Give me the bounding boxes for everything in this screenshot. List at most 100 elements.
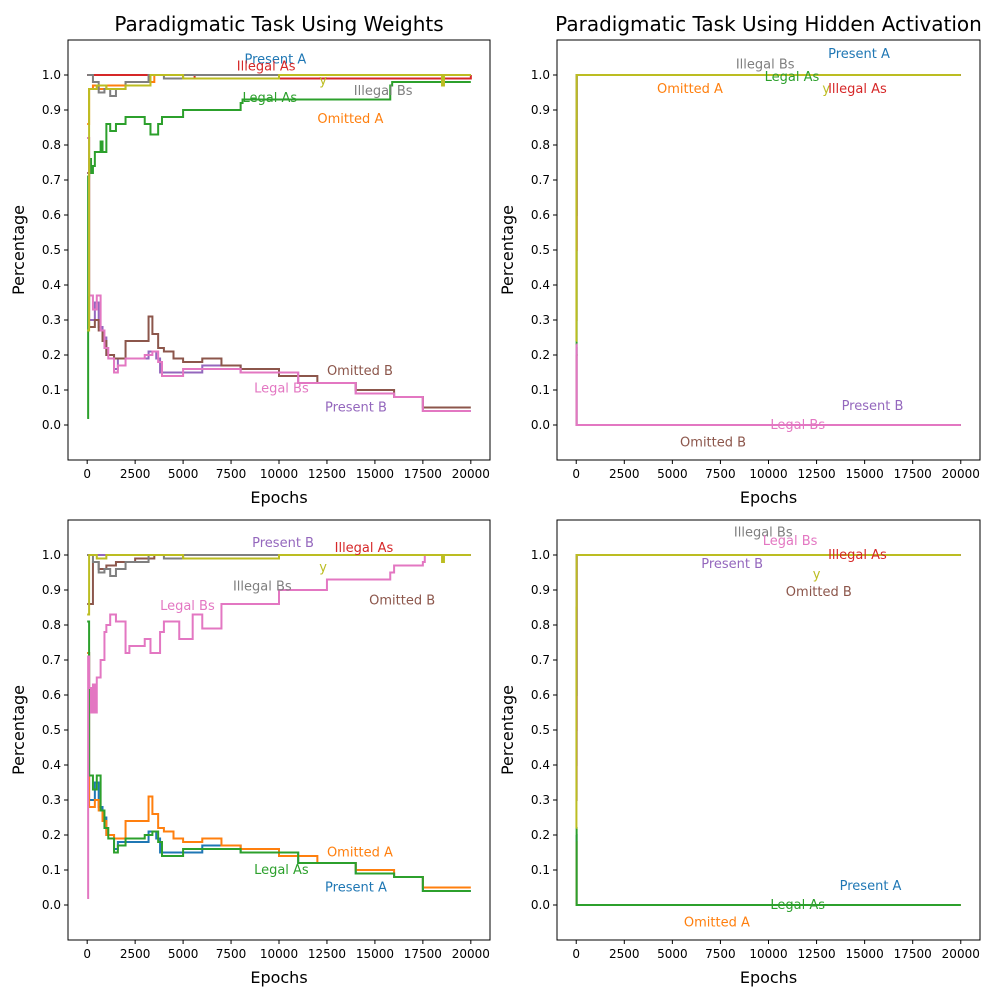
series-line-legal-bs (87, 554, 471, 899)
annotation-legal-as: Legal As (243, 91, 298, 106)
series-line-legal-as (575, 827, 961, 906)
series-line-y (87, 74, 471, 332)
y-tick-label: 0.3 (42, 793, 61, 807)
series-group (87, 554, 471, 899)
series-line-present-a (575, 74, 961, 216)
y-tick-label: 0.8 (42, 138, 61, 152)
y-tick-label: 1.0 (42, 548, 61, 562)
annotation-illegal-bs: Illegal Bs (354, 84, 413, 99)
y-tick-label: 0.5 (531, 723, 550, 737)
x-tick-label: 20000 (942, 467, 980, 481)
x-tick-label: 12500 (308, 947, 346, 961)
panel-title: Paradigmatic Task Using Weights (114, 12, 443, 36)
plot-frame (556, 39, 981, 461)
annotation-illegal-bs: Illegal Bs (233, 580, 292, 595)
annotation-present-a: Present A (244, 52, 306, 67)
x-tick-label: 12500 (797, 947, 835, 961)
series-line-legal-as (87, 620, 471, 892)
series-line-omitted-b (575, 554, 961, 801)
x-tick-label: 2500 (120, 467, 151, 481)
x-tick-label: 0 (83, 467, 91, 481)
series-line-illegal-bs (575, 554, 961, 696)
x-tick-label: 15000 (846, 947, 884, 961)
annotation-present-a: Present A (828, 47, 890, 62)
x-tick-label: 15000 (846, 467, 884, 481)
x-tick-label: 15000 (356, 467, 394, 481)
x-tick-label: 2500 (120, 947, 151, 961)
series-line-omitted-b (87, 172, 471, 409)
series-line-illegal-as (575, 74, 961, 251)
annotation-present-b: Present B (252, 536, 314, 551)
y-tick-label: 0.2 (42, 828, 61, 842)
annotation-present-a: Present A (325, 881, 387, 896)
y-tick-label: 0.4 (42, 278, 61, 292)
y-axis-label: Percentage (9, 205, 28, 295)
x-tick-label: 10000 (749, 947, 787, 961)
x-tick-label: 12500 (797, 467, 835, 481)
annotation-illegal-bs: Illegal Bs (734, 525, 793, 540)
x-tick-label: 20000 (452, 947, 490, 961)
annotation-present-a: Present A (840, 879, 902, 894)
y-tick-label: 0.1 (42, 383, 61, 397)
annotation-legal-bs: Legal Bs (763, 534, 818, 549)
series-line-y (87, 554, 471, 616)
annotation-omitted-a: Omitted A (684, 916, 750, 931)
annotation-illegal-as: Illegal As (335, 541, 394, 556)
annotation-legal-as: Legal As (770, 898, 825, 913)
annotation-omitted-a: Omitted A (327, 846, 393, 861)
y-tick-label: 0.7 (42, 653, 61, 667)
series-line-omitted-b (575, 354, 961, 426)
x-tick-label: 17500 (894, 947, 932, 961)
panel-title: Paradigmatic Task Using Hidden Activatio… (555, 12, 982, 36)
series-line-legal-bs (87, 137, 471, 412)
annotation-legal-as: Legal As (254, 863, 309, 878)
y-tick-label: 0.5 (531, 243, 550, 257)
series-line-present-a (575, 834, 961, 906)
y-tick-label: 0.0 (42, 418, 61, 432)
x-tick-label: 17500 (404, 947, 442, 961)
annotation-legal-bs: Legal Bs (254, 381, 309, 396)
y-tick-label: 0.7 (42, 173, 61, 187)
x-axis-label: Epochs (740, 488, 797, 507)
y-tick-label: 1.0 (42, 68, 61, 82)
x-tick-label: 20000 (452, 467, 490, 481)
y-tick-label: 0.9 (531, 103, 550, 117)
annotation-illegal-as: Illegal As (237, 59, 296, 74)
series-line-omitted-a (87, 652, 471, 889)
y-tick-label: 0.3 (42, 313, 61, 327)
annotation-omitted-a: Omitted A (317, 112, 383, 127)
annotation-legal-as: Legal As (765, 70, 820, 85)
annotation-illegal-as: Illegal As (828, 82, 887, 97)
series-line-legal-bs (575, 343, 961, 426)
annotation-omitted-b: Omitted B (369, 594, 435, 609)
x-tick-label: 12500 (308, 467, 346, 481)
x-tick-label: 5000 (168, 467, 199, 481)
series-line-illegal-as (575, 554, 961, 731)
y-tick-label: 0.9 (42, 103, 61, 117)
series-group (575, 554, 961, 906)
y-tick-label: 0.0 (531, 898, 550, 912)
panel-top-left: Paradigmatic Task Using Weights Present A… (9, 12, 491, 507)
y-tick-label: 0.2 (42, 348, 61, 362)
x-tick-label: 5000 (168, 947, 199, 961)
x-tick-label: 0 (572, 467, 580, 481)
annotation-legal-bs: Legal Bs (770, 418, 825, 433)
y-tick-label: 0.1 (42, 863, 61, 877)
annotation-y: y (319, 73, 327, 88)
series-line-illegal-bs (575, 74, 961, 181)
y-tick-label: 0.1 (531, 383, 550, 397)
annotation-present-b: Present B (325, 401, 387, 416)
series-line-omitted-a (575, 841, 961, 906)
x-tick-label: 0 (83, 947, 91, 961)
x-axis-label: Epochs (250, 488, 307, 507)
y-tick-label: 0.9 (531, 583, 550, 597)
x-tick-label: 10000 (260, 467, 298, 481)
annotation-omitted-a: Omitted A (657, 82, 723, 97)
annotation-y: y (319, 560, 327, 575)
x-tick-label: 7500 (705, 467, 736, 481)
x-tick-label: 17500 (894, 467, 932, 481)
x-tick-label: 17500 (404, 467, 442, 481)
y-tick-label: 0.4 (42, 758, 61, 772)
annotation-present-b: Present B (842, 399, 904, 414)
